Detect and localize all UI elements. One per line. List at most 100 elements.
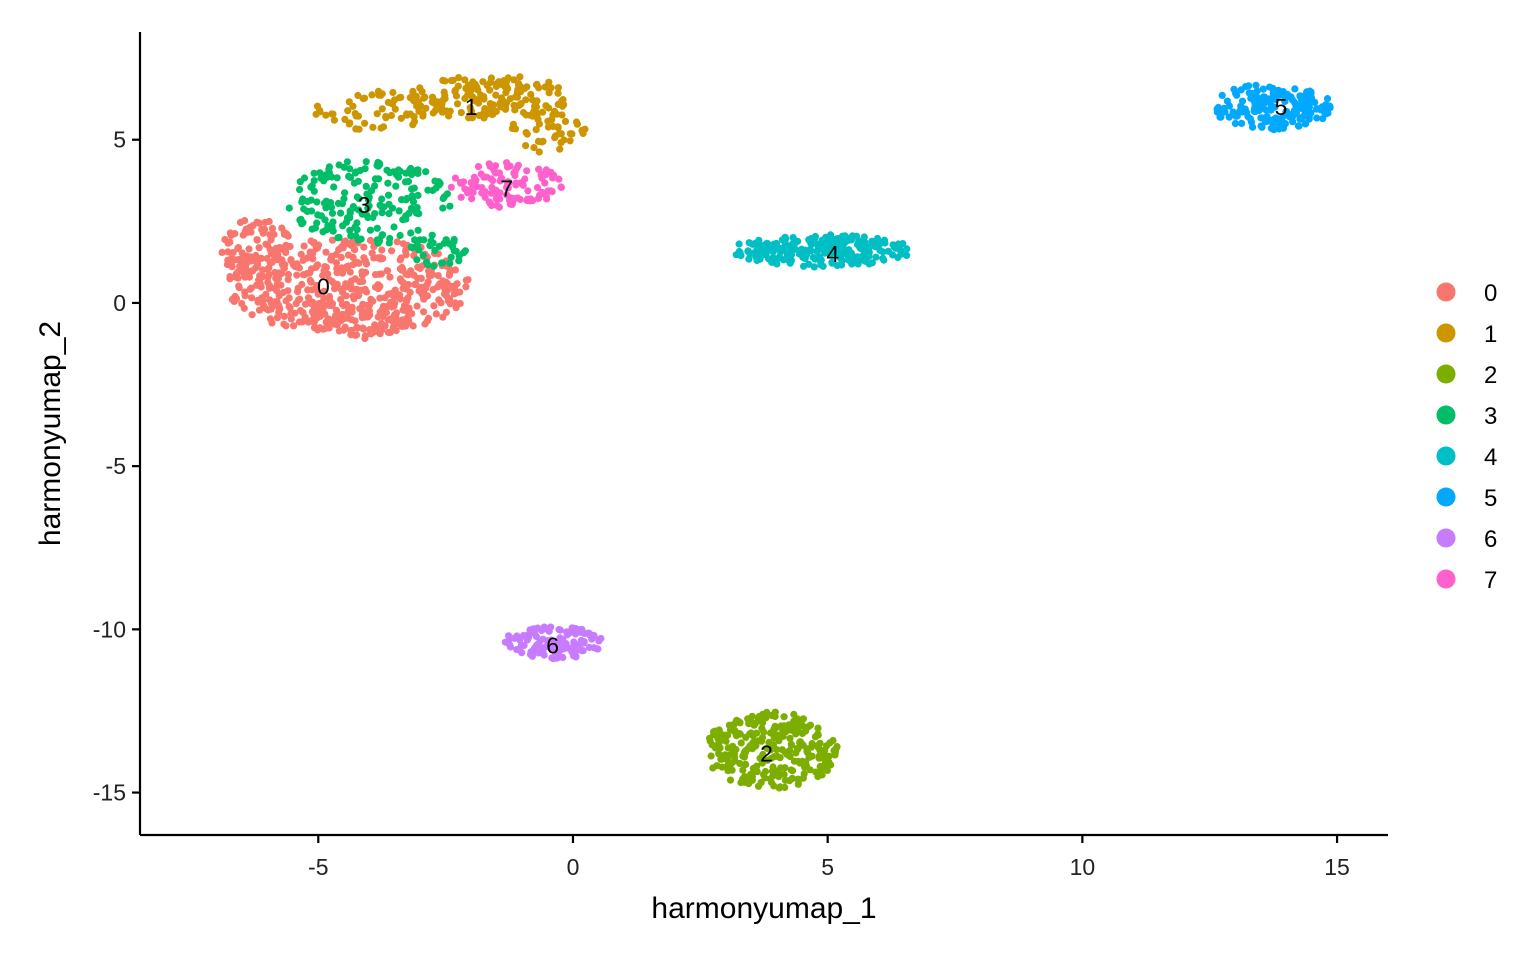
point-cluster-1	[397, 93, 405, 101]
point-cluster-0	[340, 326, 348, 334]
point-cluster-2	[802, 727, 810, 735]
point-cluster-2	[833, 743, 841, 751]
point-cluster-4	[834, 242, 842, 250]
point-cluster-7	[511, 167, 519, 175]
point-cluster-2	[758, 734, 767, 742]
point-cluster-1	[471, 97, 479, 105]
legend-key-5	[1436, 487, 1456, 507]
point-cluster-0	[297, 250, 305, 258]
point-cluster-5	[1288, 112, 1296, 120]
point-cluster-3	[377, 203, 385, 211]
point-cluster-0	[424, 278, 432, 286]
point-cluster-0	[376, 294, 384, 302]
point-cluster-0	[316, 324, 324, 332]
point-cluster-4	[848, 260, 856, 268]
point-cluster-2	[726, 776, 735, 784]
point-cluster-3	[413, 256, 421, 264]
point-cluster-0	[320, 287, 328, 295]
point-cluster-3	[346, 207, 354, 215]
point-cluster-5	[1223, 97, 1231, 105]
point-cluster-3	[325, 165, 333, 173]
point-cluster-2	[815, 754, 823, 762]
point-cluster-7	[492, 169, 500, 177]
point-cluster-1	[349, 102, 357, 110]
point-cluster-1	[522, 142, 530, 150]
point-cluster-1	[403, 110, 411, 118]
point-cluster-0	[348, 303, 356, 311]
point-cluster-3	[435, 242, 443, 250]
point-cluster-3	[328, 209, 337, 217]
point-cluster-0	[295, 318, 303, 326]
point-cluster-2	[780, 770, 788, 779]
point-cluster-2	[737, 739, 745, 747]
point-cluster-4	[897, 248, 905, 256]
point-cluster-0	[274, 301, 283, 309]
point-cluster-0	[228, 254, 236, 262]
point-cluster-5	[1217, 113, 1225, 121]
cluster-label-7: 7	[500, 176, 513, 202]
point-cluster-3	[317, 212, 325, 220]
point-cluster-0	[247, 257, 255, 265]
point-cluster-0	[239, 231, 247, 239]
cluster-label-6: 6	[546, 633, 559, 659]
point-cluster-6	[505, 632, 513, 640]
point-cluster-0	[443, 286, 452, 294]
point-cluster-5	[1266, 98, 1274, 106]
point-cluster-7	[533, 184, 542, 192]
point-cluster-2	[737, 779, 745, 787]
point-cluster-6	[506, 641, 514, 649]
point-cluster-6	[543, 637, 551, 645]
point-cluster-2	[748, 712, 756, 721]
point-cluster-0	[347, 316, 355, 324]
point-cluster-7	[456, 179, 464, 187]
point-cluster-0	[425, 267, 433, 275]
point-cluster-3	[320, 199, 329, 207]
point-cluster-1	[354, 112, 362, 120]
point-cluster-3	[432, 184, 440, 192]
point-cluster-0	[257, 283, 265, 291]
point-cluster-2	[729, 742, 737, 750]
point-cluster-5	[1313, 114, 1321, 122]
point-cluster-1	[549, 122, 557, 130]
point-cluster-4	[807, 240, 816, 249]
point-cluster-0	[347, 277, 355, 285]
point-cluster-3	[384, 179, 392, 187]
point-cluster-0	[331, 285, 339, 293]
legend-label-2: 2	[1484, 362, 1497, 389]
point-cluster-4	[872, 253, 880, 261]
point-cluster-6	[577, 636, 585, 645]
point-cluster-0	[319, 306, 327, 314]
point-cluster-3	[399, 216, 407, 224]
point-cluster-5	[1323, 95, 1332, 103]
point-cluster-4	[810, 263, 818, 271]
point-cluster-1	[397, 114, 405, 122]
point-cluster-0	[356, 305, 364, 313]
point-cluster-3	[408, 185, 416, 193]
point-cluster-1	[420, 94, 428, 102]
point-cluster-2	[752, 741, 760, 750]
point-cluster-0	[420, 308, 428, 316]
point-cluster-4	[861, 257, 870, 265]
point-cluster-0	[384, 267, 392, 275]
point-cluster-0	[294, 284, 302, 292]
point-cluster-3	[461, 247, 469, 255]
point-cluster-2	[814, 730, 822, 738]
point-cluster-0	[280, 312, 288, 320]
cluster-labels-layer: 0 1 2 3 4 5 6 7	[317, 94, 1287, 766]
point-cluster-0	[237, 255, 245, 263]
x-tick-label: 15	[1324, 854, 1350, 880]
point-cluster-3	[395, 207, 403, 215]
point-cluster-1	[515, 101, 523, 110]
point-cluster-3	[405, 209, 413, 218]
point-cluster-3	[396, 231, 404, 240]
point-cluster-0	[362, 308, 370, 316]
point-cluster-3	[346, 226, 354, 234]
point-cluster-0	[410, 271, 418, 279]
point-cluster-4	[803, 250, 811, 258]
point-cluster-2	[742, 733, 750, 742]
point-cluster-0	[303, 254, 311, 262]
point-cluster-3	[334, 234, 342, 242]
point-cluster-0	[430, 302, 438, 310]
point-cluster-0	[322, 248, 330, 256]
point-cluster-1	[440, 88, 448, 96]
